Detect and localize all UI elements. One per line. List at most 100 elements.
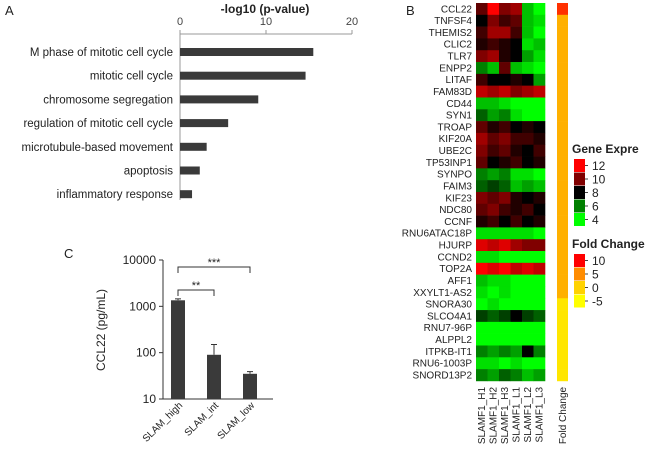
heatmap-cell: [476, 357, 488, 370]
heatmap-cell: [510, 3, 523, 16]
heatmap-cell: [476, 191, 488, 205]
fold-change-cell: [557, 38, 568, 51]
heatmap-row-label: AFF1: [448, 276, 473, 287]
gene-expression-legend-swatch: [574, 159, 585, 172]
panel-c: 10 100 1000 10000 CCL22 (pg/mL) SLAM_high SLAM…: [94, 253, 273, 445]
heatmap-cell: [487, 333, 500, 346]
heatmap-cell: [499, 191, 511, 205]
heatmap-cell: [487, 239, 500, 252]
heatmap-cell: [510, 262, 523, 275]
fold-change-cell: [557, 239, 568, 252]
heatmap-cell: [510, 156, 523, 169]
heatmap-cell: [499, 310, 511, 323]
heatmap-column-label: SLAMF1_H3: [500, 386, 511, 444]
fold-change-cell: [557, 62, 568, 75]
heatmap-cell: [533, 168, 546, 181]
heatmap-row-label: SNORA30: [425, 300, 472, 311]
heatmap-cell: [522, 191, 534, 205]
heatmap-cell: [487, 132, 500, 146]
heatmap-cell: [533, 156, 546, 169]
heatmap-cell: [476, 109, 488, 122]
heatmap-cell: [499, 73, 511, 86]
heatmap-cell: [522, 215, 534, 228]
heatmap-row-label: TROAP: [438, 122, 473, 133]
heatmap-cell: [487, 85, 500, 98]
fold-change-legend-title: Fold Change: [572, 237, 645, 251]
heatmap-cell: [533, 274, 546, 287]
fold-change-legend-swatch: [574, 267, 585, 281]
fold-change-cell: [557, 251, 568, 264]
heatmap-cell: [522, 369, 534, 382]
heatmap-cell: [476, 144, 488, 157]
heatmap-cell: [533, 14, 546, 27]
heatmap-cell: [533, 369, 546, 382]
panel-a-category-label: apoptosis: [124, 166, 173, 178]
heatmap-cell: [476, 215, 488, 228]
heatmap-cell: [522, 156, 534, 169]
heatmap-cell: [487, 144, 500, 157]
heatmap-row-label: LITAF: [446, 75, 472, 86]
significance-label: ***: [208, 257, 222, 269]
heatmap-cell: [487, 97, 500, 110]
heatmap-cell: [522, 286, 534, 299]
fold-change-cell: [557, 227, 568, 240]
heatmap-cell: [499, 14, 511, 27]
panel-a-title: -log10 (p-value): [221, 2, 310, 16]
panel-b: CCL22TNFSF4THEMIS2CLIC2TLR7ENPP2LITAFFAM…: [402, 3, 645, 444]
heatmap-column-label: SLAMF1_H2: [489, 386, 500, 444]
heatmap-cell: [510, 132, 523, 146]
heatmap-cell: [533, 262, 546, 275]
heatmap-cell: [510, 180, 523, 193]
fold-change-cell: [557, 262, 568, 275]
heatmap-cell: [476, 156, 488, 169]
panel-a-bar: [180, 48, 314, 56]
heatmap-cell: [522, 85, 534, 98]
heatmap-cell: [487, 227, 500, 240]
fold-change-cell: [557, 333, 568, 346]
heatmap-cell: [499, 274, 511, 287]
heatmap-cell: [510, 62, 523, 75]
fold-change-cell: [557, 85, 568, 98]
fold-change-cell: [557, 132, 568, 146]
heatmap-cell: [476, 14, 488, 27]
heatmap-cell: [476, 310, 488, 323]
heatmap-row-label: XXYLT1-AS2: [413, 288, 472, 299]
heatmap-cell: [487, 369, 500, 382]
heatmap-row-label: THEMIS2: [429, 28, 473, 39]
heatmap-row-label: ITPKB-IT1: [425, 347, 472, 358]
heatmap-cell: [533, 298, 546, 311]
heatmap-row-label: CD44: [446, 99, 472, 110]
heatmap-cell: [476, 203, 488, 216]
heatmap-cell: [510, 168, 523, 181]
heatmap-cell: [522, 14, 534, 27]
heatmap-column-label: SLAMF1_H1: [477, 386, 488, 444]
panel-a-tick-label: 10: [260, 16, 272, 28]
heatmap-cell: [487, 321, 500, 334]
gene-expression-legend-label: 8: [592, 186, 599, 200]
heatmap-cell: [510, 215, 523, 228]
heatmap-cell: [499, 369, 511, 382]
panel-c-category-label: SLAM_high: [141, 400, 185, 444]
heatmap-cell: [487, 38, 500, 51]
heatmap-cell: [487, 298, 500, 311]
panel-a-bar: [180, 142, 207, 151]
heatmap-cell: [522, 262, 534, 275]
heatmap-row-label: TP53INP1: [426, 158, 473, 169]
heatmap-cell: [510, 50, 523, 63]
heatmap-cell: [533, 227, 546, 240]
fold-change-cell: [557, 26, 568, 39]
panel-a-category-label: inflammatory response: [57, 189, 173, 201]
heatmap-cell: [476, 26, 488, 39]
heatmap-column-label: SLAMF1_L1: [512, 386, 523, 442]
fold-change-cell: [557, 168, 568, 181]
heatmap-cell: [499, 62, 511, 75]
heatmap-cell: [510, 203, 523, 216]
heatmap-cell: [499, 85, 511, 98]
heatmap-cell: [533, 203, 546, 216]
fold-change-cell: [557, 180, 568, 193]
heatmap-cell: [487, 156, 500, 169]
heatmap-cell: [476, 251, 488, 264]
heatmap-cell: [533, 251, 546, 264]
heatmap-cell: [522, 239, 534, 252]
heatmap-cell: [499, 321, 511, 334]
